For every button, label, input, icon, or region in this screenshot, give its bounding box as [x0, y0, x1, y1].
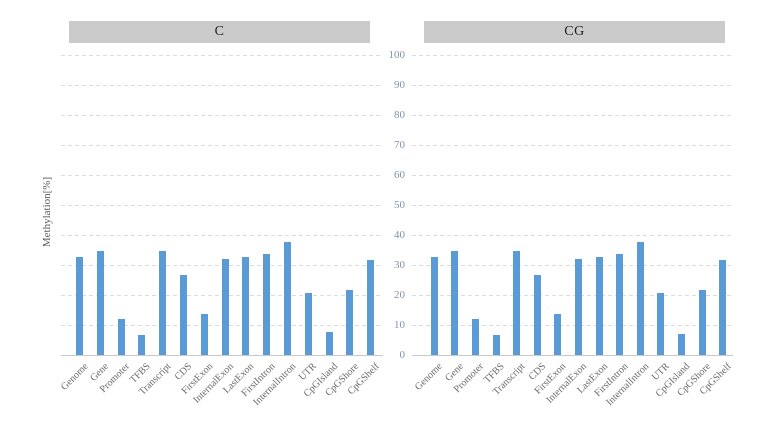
gridline-C-80 [61, 115, 383, 116]
panel-header-cg: CG [424, 21, 725, 43]
bar-C-LastExon [242, 257, 249, 355]
bar-C-Transcript [159, 251, 166, 355]
gridline-CG-50 [412, 205, 733, 206]
bar-CG-TFBS [493, 335, 500, 355]
gridline-C-100 [61, 55, 383, 56]
y-tick-label-20: 20 [394, 289, 405, 301]
panel-title-c: C [214, 24, 225, 39]
y-tick-label-50: 50 [394, 199, 405, 211]
y-tick-label-90: 90 [394, 79, 405, 91]
gridline-CG-60 [412, 175, 733, 176]
gridline-CG-40 [412, 235, 733, 236]
bar-CG-CDS [534, 275, 541, 355]
bar-CG-InternalExon [575, 259, 582, 355]
gridline-CG-10 [412, 325, 733, 326]
bar-C-UTR [305, 293, 312, 355]
gridline-C-70 [61, 145, 383, 146]
bar-CG-Transcript [513, 251, 520, 355]
x-axis-line-CG [412, 355, 733, 356]
bar-CG-CpGIsland [678, 334, 685, 355]
gridline-C-60 [61, 175, 383, 176]
bar-CG-InternalIntron [637, 242, 644, 355]
bar-CG-CpGShore [699, 290, 706, 355]
bar-C-CpGIsland [326, 332, 333, 355]
bar-C-CDS [180, 275, 187, 355]
bar-C-InternalExon [222, 259, 229, 355]
y-tick-label-10: 10 [394, 319, 405, 331]
bar-C-InternalIntron [284, 242, 291, 355]
gridline-CG-20 [412, 295, 733, 296]
panel-title-cg: CG [564, 24, 585, 39]
gridline-CG-90 [412, 85, 733, 86]
bar-CG-Promoter [472, 319, 479, 355]
bar-CG-FirstExon [554, 314, 561, 355]
gridline-CG-100 [412, 55, 733, 56]
bar-C-CpGShelf [367, 260, 374, 355]
bar-C-FirstExon [201, 314, 208, 355]
bar-CG-UTR [657, 293, 664, 355]
gridline-CG-70 [412, 145, 733, 146]
bar-CG-Genome [431, 257, 438, 355]
bar-C-CpGShore [346, 290, 353, 355]
y-tick-label-40: 40 [394, 229, 405, 241]
gridline-C-50 [61, 205, 383, 206]
bar-CG-FirstIntron [616, 254, 623, 355]
bar-C-Gene [97, 251, 104, 355]
bar-CG-CpGShelf [719, 260, 726, 355]
y-tick-label-80: 80 [394, 109, 405, 121]
bar-CG-LastExon [596, 257, 603, 355]
x-axis-line-C [61, 355, 383, 356]
y-tick-label-0: 0 [399, 349, 406, 361]
y-axis-title: Methylation[%] [41, 176, 53, 248]
gridline-C-90 [61, 85, 383, 86]
x-tick-label-C-Genome: Genome [58, 361, 91, 393]
panel-header-c: C [69, 21, 370, 43]
y-tick-label-60: 60 [394, 169, 405, 181]
gridline-C-40 [61, 235, 383, 236]
bar-C-Promoter [118, 319, 125, 355]
gridline-CG-80 [412, 115, 733, 116]
bar-C-FirstIntron [263, 254, 270, 355]
gridline-CG-30 [412, 265, 733, 266]
y-tick-label-30: 30 [394, 259, 405, 271]
y-tick-label-70: 70 [394, 139, 405, 151]
bar-C-TFBS [138, 335, 145, 355]
bar-C-Genome [76, 257, 83, 355]
bar-CG-Gene [451, 251, 458, 355]
x-tick-label-CG-Genome: Genome [413, 361, 446, 393]
y-tick-label-100: 100 [388, 49, 406, 61]
